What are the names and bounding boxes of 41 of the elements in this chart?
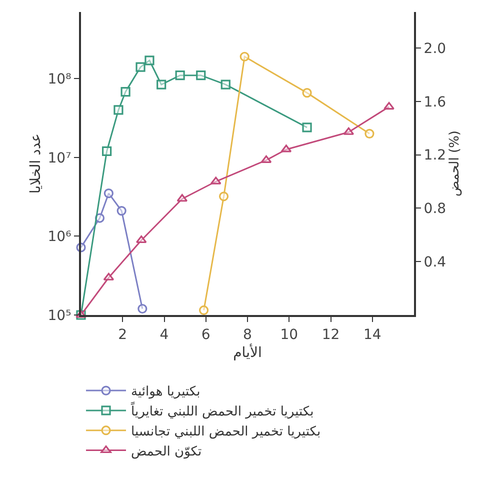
x-axis-title: الأيام: [233, 342, 262, 361]
y2-tick-label: 1.2: [424, 148, 446, 164]
y2-tick-label: 1.6: [424, 94, 446, 110]
point: [198, 305, 209, 316]
point: [102, 146, 112, 156]
y-tick-label: 10⁵: [48, 308, 72, 324]
x-tick-label: 8: [243, 326, 252, 343]
point: [302, 88, 312, 98]
point: [144, 56, 154, 66]
point: [302, 122, 312, 132]
point: [114, 105, 124, 115]
point: [156, 80, 166, 90]
point: [175, 70, 185, 80]
x-tick-label: 12: [322, 326, 340, 343]
point: [120, 86, 130, 97]
point: [196, 70, 206, 80]
legend-label: بكتيريا تخمير الحمض اللبني تجانسيا: [131, 424, 321, 440]
point: [116, 206, 126, 216]
legend-label: بكتيريا هوائية: [131, 384, 200, 400]
y2-tick-label: 0.8: [424, 201, 446, 218]
x-tick-label: 14: [363, 326, 382, 343]
point: [240, 52, 250, 62]
legend-label: تكوّن الحمض: [131, 444, 202, 460]
x-tick-label: 2: [118, 326, 128, 343]
point: [218, 192, 229, 202]
y2-tick-label: 2.0: [424, 40, 446, 57]
y-tick-label: 10⁸: [48, 72, 72, 88]
point: [104, 188, 114, 198]
y2-axis-title: الحمض (%): [447, 130, 462, 197]
point: [220, 80, 230, 90]
y-tick-label: 10⁷: [48, 150, 72, 166]
x-tick-label: 10: [280, 326, 298, 343]
y2-tick-label: 0.4: [424, 254, 446, 271]
y-axis-title: عدد الخلايا: [28, 133, 44, 194]
legend-label: بكتيريا تخمير الحمض اللبني تغايرياً: [130, 402, 314, 420]
y-tick-label: 10⁶: [48, 229, 72, 246]
point: [138, 304, 148, 314]
point: [136, 62, 146, 72]
x-tick-label: 4: [160, 326, 169, 343]
x-tick-label: 6: [201, 326, 210, 343]
point: [364, 128, 374, 138]
